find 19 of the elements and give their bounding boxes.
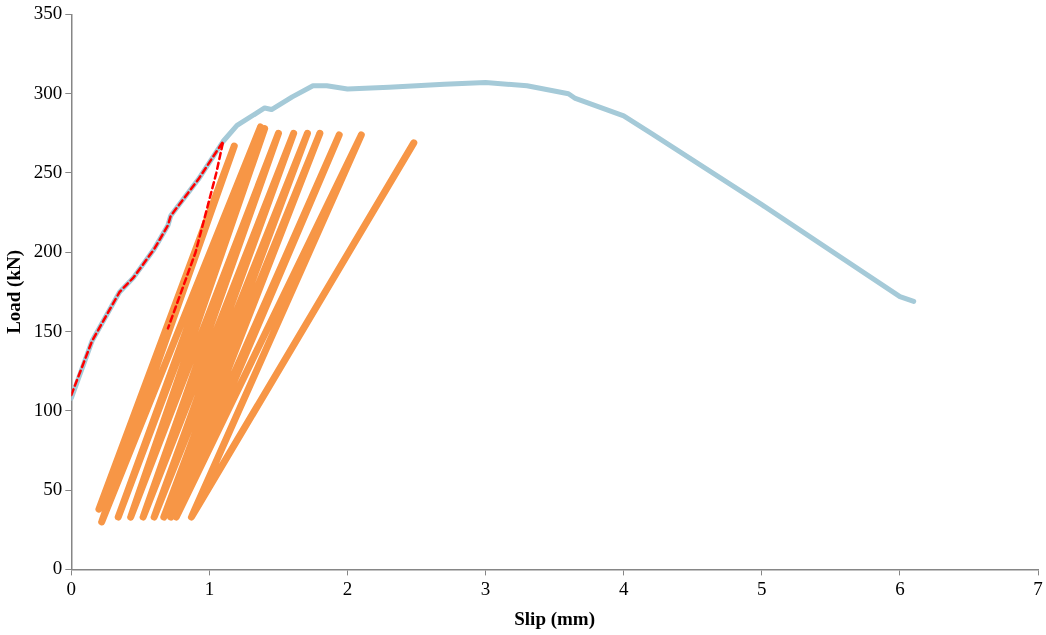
y-tick-label: 250 xyxy=(33,160,63,182)
x-tick-label: 5 xyxy=(757,577,767,599)
x-axis-title: Slip (mm) xyxy=(514,607,596,630)
y-tick-label: 0 xyxy=(52,557,63,579)
x-tick-label: 3 xyxy=(480,577,491,599)
x-tick-label: 7 xyxy=(1033,577,1043,599)
y-tick-label: 150 xyxy=(33,319,63,341)
y-tick-label: 200 xyxy=(33,240,63,262)
y-tick-label: 100 xyxy=(33,398,63,420)
x-tick-label: 1 xyxy=(204,577,215,599)
y-tick-label: 300 xyxy=(33,81,63,103)
x-tick-label: 2 xyxy=(342,577,353,599)
y-axis-title: Load (kN) xyxy=(3,249,26,334)
line-series xyxy=(71,140,225,397)
y-tick-label: 50 xyxy=(43,478,63,500)
y-tick-label: 350 xyxy=(33,2,63,24)
x-tick-label: 6 xyxy=(895,577,905,599)
x-tick-label: 4 xyxy=(618,577,629,599)
x-tick-label: 0 xyxy=(66,577,77,599)
